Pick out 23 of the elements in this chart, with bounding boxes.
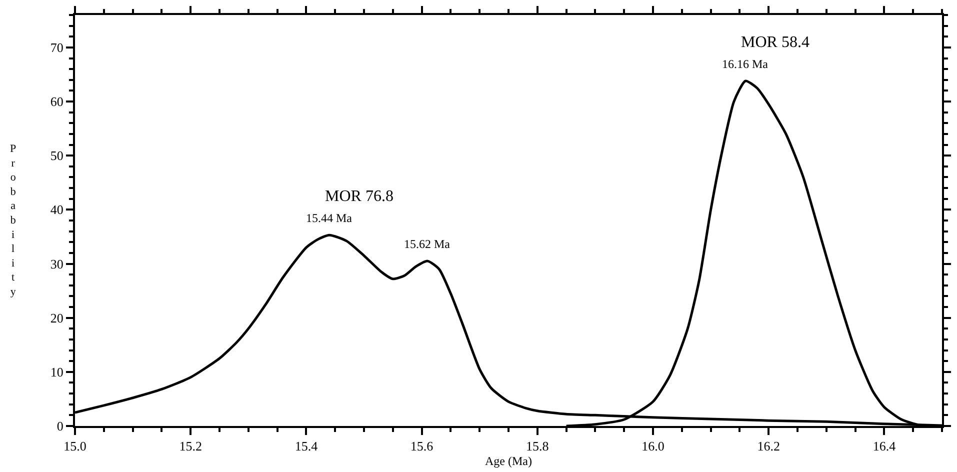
y-tick-label: 20 (50, 310, 64, 326)
annotation: 15.62 Ma (404, 237, 451, 251)
x-tick-label: 15.4 (294, 438, 318, 454)
x-tick-label: 15.6 (410, 438, 434, 454)
x-tick-label: 16.0 (642, 438, 664, 454)
annotation: 16.16 Ma (722, 57, 769, 71)
y-tick-label: 50 (50, 148, 64, 164)
x-tick-label: 16.2 (757, 438, 780, 454)
x-axis-title: Age (Ma) (485, 454, 532, 468)
series-label: MOR 76.8 (325, 188, 394, 205)
x-tick-label: 15.0 (64, 438, 86, 454)
text: Probability (10, 143, 16, 298)
y-tick-label: 0 (56, 418, 64, 434)
y-tick-label: 70 (50, 40, 64, 55)
annotation: 15.44 Ma (306, 211, 353, 225)
series-label: MOR 58.4 (741, 34, 810, 51)
y-tick-label: 40 (50, 202, 64, 218)
x-tick-label: 15.8 (526, 438, 549, 454)
y-tick-label: 60 (50, 94, 64, 110)
y-tick-label: 30 (50, 256, 64, 272)
x-tick-label: 15.2 (179, 438, 202, 454)
x-tick-label: 16.4 (872, 438, 896, 454)
y-tick-label: 10 (50, 364, 64, 380)
